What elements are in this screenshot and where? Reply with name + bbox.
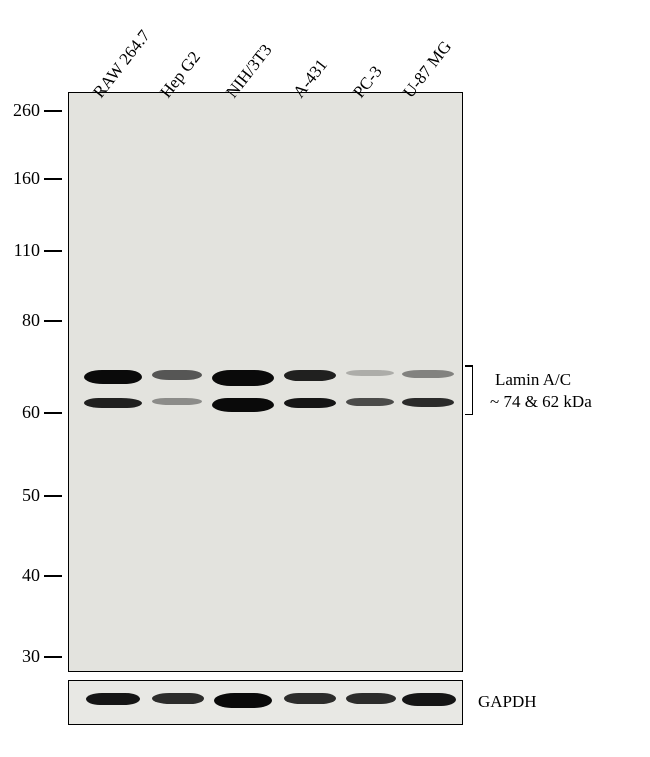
blot-band (86, 693, 140, 705)
blot-band (212, 370, 274, 386)
blot-band (346, 398, 394, 406)
lamin-bracket (472, 365, 473, 415)
mw-label: 50 (6, 485, 40, 506)
lane-label: RAW 264.7 (89, 26, 154, 102)
blot-band (346, 370, 394, 376)
mw-label: 260 (6, 100, 40, 121)
mw-tick (44, 575, 62, 577)
blot-band (152, 693, 204, 704)
mw-tick (44, 178, 62, 180)
mw-tick (44, 110, 62, 112)
mw-label: 80 (6, 310, 40, 331)
mw-label: 60 (6, 402, 40, 423)
gapdh-label: GAPDH (478, 692, 537, 712)
blot-band (402, 693, 456, 706)
mw-tick (44, 495, 62, 497)
blot-band (84, 370, 142, 384)
blot-band (212, 398, 274, 412)
blot-band (152, 370, 202, 380)
blot-band (284, 693, 336, 704)
mw-label: 30 (6, 646, 40, 667)
mw-tick (44, 412, 62, 414)
blot-band (284, 370, 336, 381)
mw-tick (44, 250, 62, 252)
blot-band (284, 398, 336, 408)
blot-band (402, 398, 454, 407)
western-blot-figure: RAW 264.7Hep G2NIH/3T3A-431PC-3U-87 MG 2… (0, 0, 650, 757)
blot-band (84, 398, 142, 408)
mw-label: 160 (6, 168, 40, 189)
blot-band (214, 693, 272, 708)
mw-label: 110 (6, 240, 40, 261)
blot-band (152, 398, 202, 405)
lamin-label-line1: Lamin A/C (495, 370, 571, 390)
lamin-label-line2: ~ 74 & 62 kDa (490, 392, 592, 412)
mw-label: 40 (6, 565, 40, 586)
blot-band (402, 370, 454, 378)
mw-tick (44, 656, 62, 658)
mw-tick (44, 320, 62, 322)
blot-band (346, 693, 396, 704)
